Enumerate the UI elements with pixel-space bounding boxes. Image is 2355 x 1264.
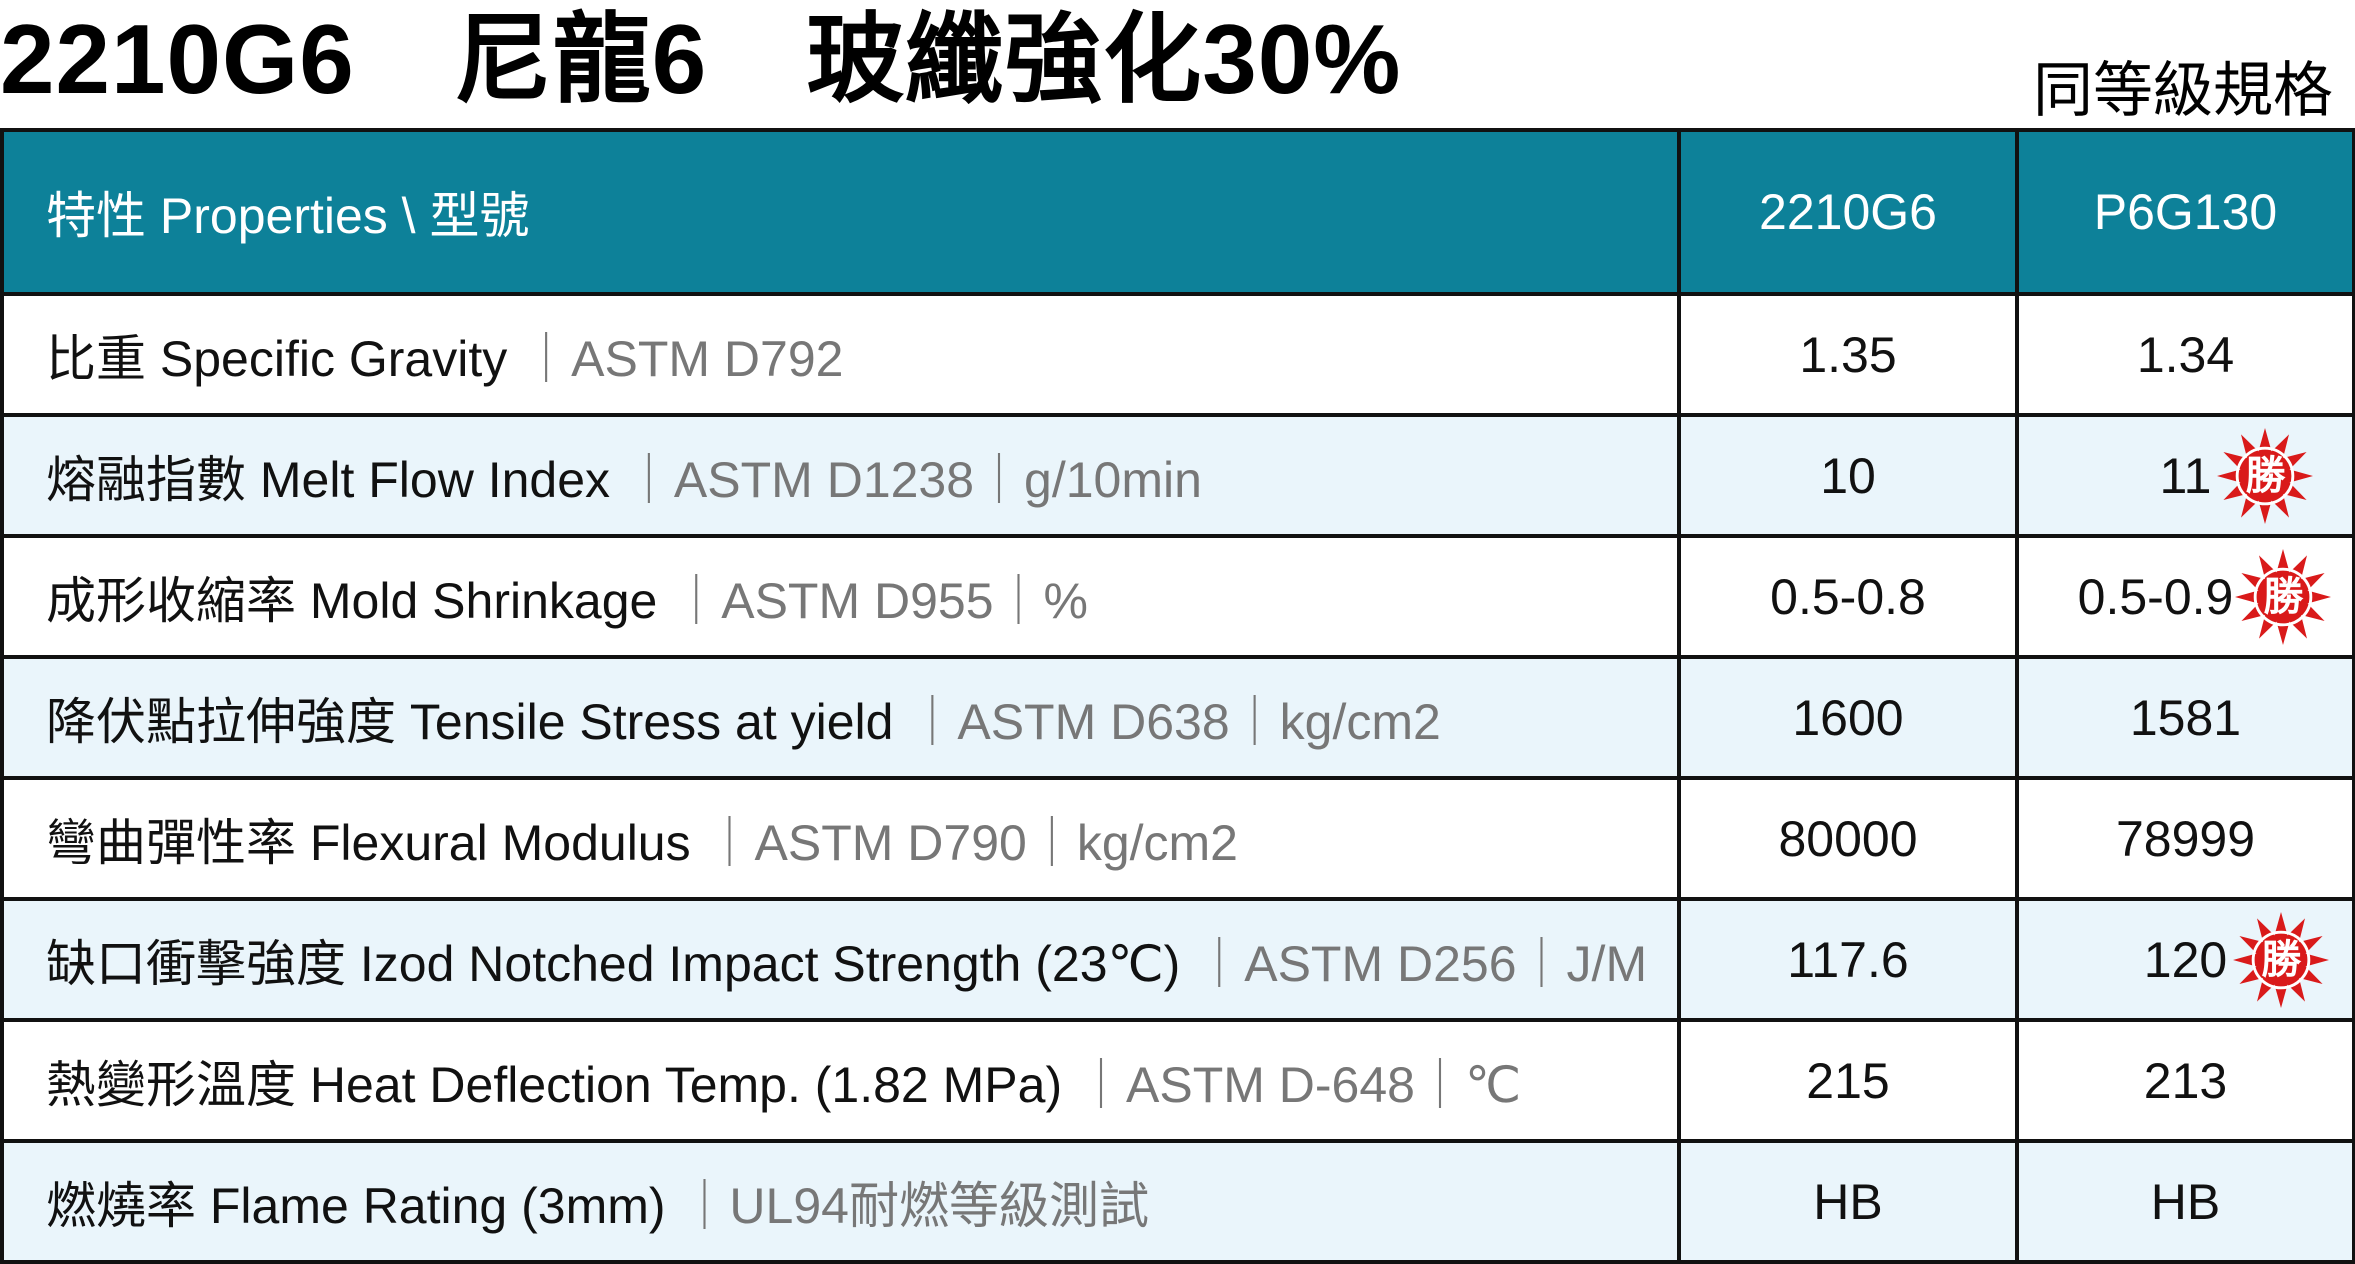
value-2210g6: 10 — [1677, 413, 2019, 538]
property-label: 成形收縮率 Mold Shrinkage — [46, 572, 658, 629]
property-label: 降伏點拉伸強度 Tensile Stress at yield — [46, 693, 894, 750]
value-p6g130: 213 — [2015, 1018, 2355, 1143]
table-row: 缺口衝擊強度 Izod Notched Impact Strength (23℃… — [0, 897, 2355, 1022]
property-cell: 降伏點拉伸強度 Tensile Stress at yield ｜ASTM D6… — [0, 655, 1681, 780]
properties-header: 特性 Properties \ 型號 — [0, 128, 1681, 296]
grade-2210g6-header: 2210G6 — [1677, 128, 2019, 296]
table-row: 燃燒率 Flame Rating (3mm) ｜UL94耐燃等級測試 HB HB — [0, 1139, 2355, 1264]
property-standard: ｜ASTM D1238｜g/10min — [623, 451, 1202, 508]
value-p6g130: 0.5-0.9 勝 — [2015, 534, 2355, 659]
property-label: 熔融指數 Melt Flow Index — [46, 451, 611, 508]
property-label: 缺口衝擊強度 Izod Notched Impact Strength (23℃… — [46, 935, 1181, 992]
page-title: 2210G6 尼龍6 玻纖強化30% — [0, 4, 1402, 114]
spec-comparison-table: 特性 Properties \ 型號 2210G6 P6G130 比重 Spec… — [0, 128, 2355, 1264]
property-cell: 熔融指數 Melt Flow Index ｜ASTM D1238｜g/10min — [0, 413, 1681, 538]
win-badge-label: 勝 — [2245, 452, 2286, 499]
table-row: 成形收縮率 Mold Shrinkage ｜ASTM D955｜% 0.5-0.… — [0, 534, 2355, 659]
equivalent-grade-label: 同等級規格 — [2033, 57, 2333, 124]
property-standard: ｜ASTM D-648｜℃ — [1076, 1056, 1522, 1113]
win-badge-icon: 勝 — [2233, 911, 2330, 1008]
win-badge-label: 勝 — [2261, 936, 2302, 983]
value-2210g6: 117.6 — [1677, 897, 2019, 1022]
property-cell: 成形收縮率 Mold Shrinkage ｜ASTM D955｜% — [0, 534, 1681, 659]
value-2210g6: 215 — [1677, 1018, 2019, 1143]
property-label: 熱變形溫度 Heat Deflection Temp. (1.82 MPa) — [46, 1056, 1063, 1113]
grade-p6g130-header: P6G130 — [2015, 128, 2355, 296]
table-row: 熱變形溫度 Heat Deflection Temp. (1.82 MPa) ｜… — [0, 1018, 2355, 1143]
property-label: 比重 Specific Gravity — [46, 330, 508, 387]
value-p6g130: 1581 — [2015, 655, 2355, 780]
property-label: 燃燒率 Flame Rating (3mm) — [46, 1177, 666, 1234]
table-header-row: 特性 Properties \ 型號 2210G6 P6G130 — [0, 128, 2355, 296]
property-cell: 缺口衝擊強度 Izod Notched Impact Strength (23℃… — [0, 897, 1681, 1022]
property-cell: 燃燒率 Flame Rating (3mm) ｜UL94耐燃等級測試 — [0, 1139, 1681, 1264]
win-badge-icon: 勝 — [2235, 548, 2332, 645]
value-2210g6: 1600 — [1677, 655, 2019, 780]
property-standard: ｜ASTM D792 — [521, 330, 844, 387]
value-2210g6: 0.5-0.8 — [1677, 534, 2019, 659]
property-standard: ｜UL94耐燃等級測試 — [679, 1177, 1149, 1234]
table-row: 降伏點拉伸強度 Tensile Stress at yield ｜ASTM D6… — [0, 655, 2355, 780]
property-standard: ｜ASTM D955｜% — [671, 572, 1088, 629]
property-standard: ｜ASTM D638｜kg/cm2 — [907, 693, 1441, 750]
value-2210g6: HB — [1677, 1139, 2019, 1264]
property-label: 彎曲彈性率 Flexural Modulus — [46, 814, 691, 871]
win-badge-label: 勝 — [2263, 573, 2304, 620]
value-p6g130: HB — [2015, 1139, 2355, 1264]
table-row: 彎曲彈性率 Flexural Modulus ｜ASTM D790｜kg/cm2… — [0, 776, 2355, 901]
value-p6g130: 11 勝 — [2015, 413, 2355, 538]
property-cell: 彎曲彈性率 Flexural Modulus ｜ASTM D790｜kg/cm2 — [0, 776, 1681, 901]
win-badge-icon: 勝 — [2217, 427, 2314, 524]
value-p6g130: 78999 — [2015, 776, 2355, 901]
table-row: 比重 Specific Gravity ｜ASTM D792 1.35 1.34 — [0, 292, 2355, 417]
property-cell: 熱變形溫度 Heat Deflection Temp. (1.82 MPa) ｜… — [0, 1018, 1681, 1143]
value-p6g130: 1.34 — [2015, 292, 2355, 417]
table-row: 熔融指數 Melt Flow Index ｜ASTM D1238｜g/10min… — [0, 413, 2355, 538]
value-2210g6: 80000 — [1677, 776, 2019, 901]
property-cell: 比重 Specific Gravity ｜ASTM D792 — [0, 292, 1681, 417]
value-p6g130: 120 勝 — [2015, 897, 2355, 1022]
property-standard: ｜ASTM D790｜kg/cm2 — [704, 814, 1238, 871]
value-2210g6: 1.35 — [1677, 292, 2019, 417]
property-standard: ｜ASTM D256｜J/M — [1194, 935, 1648, 992]
